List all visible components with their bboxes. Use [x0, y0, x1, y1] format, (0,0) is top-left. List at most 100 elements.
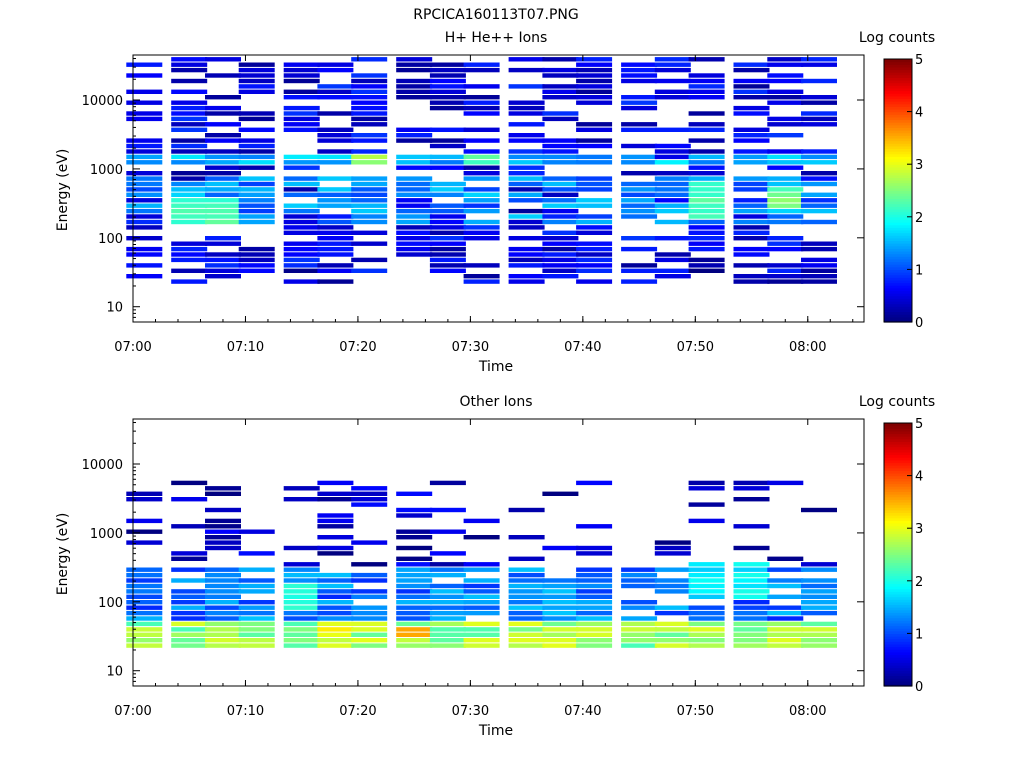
heatmap-cell [126, 491, 163, 496]
heatmap-cell [733, 230, 770, 235]
colorbar-segment [884, 174, 912, 178]
heatmap-cell [317, 241, 354, 246]
heatmap-cell [542, 589, 579, 594]
heatmap-cell [283, 73, 320, 78]
heatmap-cell [171, 192, 208, 197]
heatmap-cell [733, 605, 770, 610]
heatmap-cell [205, 507, 241, 513]
heatmap-cell [283, 67, 320, 73]
heatmap-cell [621, 268, 658, 273]
heatmap-cell [463, 127, 500, 132]
heatmap-cell [317, 133, 354, 138]
heatmap-cell [171, 638, 208, 643]
heatmap-cell [396, 57, 433, 62]
heatmap-cell [733, 105, 770, 111]
colorbar-segment [884, 314, 912, 318]
heatmap-cell [205, 122, 241, 127]
colorbar-segment [884, 675, 912, 679]
heatmap-cell [688, 95, 725, 100]
heatmap-cell [429, 95, 466, 100]
heatmap-cell [733, 616, 770, 621]
heatmap-cell [767, 567, 804, 572]
heatmap-cell [688, 263, 725, 268]
colorbar-segment [884, 454, 912, 458]
colorbar-segment [884, 667, 912, 671]
colorbar-segment [884, 274, 912, 278]
heatmap-cell [767, 605, 804, 610]
heatmap-cell [205, 638, 241, 643]
heatmap-cell [654, 551, 691, 556]
colorbar-segment [884, 557, 912, 561]
heatmap-cell [317, 605, 354, 610]
heatmap-cell [733, 219, 770, 225]
heatmap-cell [317, 203, 354, 208]
heatmap-cell [238, 252, 275, 257]
heatmap-cell [238, 589, 275, 594]
heatmap-cell [542, 616, 579, 621]
heatmap-cell [429, 187, 466, 192]
colorbar-segment [884, 193, 912, 197]
colorbar-segment [884, 486, 912, 490]
heatmap-cell [238, 89, 275, 94]
heatmap-cell [171, 610, 208, 616]
heatmap-cell [317, 497, 354, 502]
heatmap-cell [171, 257, 208, 263]
colorbar-segment [884, 298, 912, 302]
heatmap-cell [688, 171, 725, 176]
heatmap-cell [429, 89, 466, 94]
colorbar-segment [884, 59, 912, 63]
heatmap-cell [351, 116, 388, 122]
colorbar-segment [884, 423, 912, 427]
heatmap-cell [621, 160, 658, 165]
heatmap-cell [508, 246, 545, 252]
heatmap-cell [429, 73, 466, 78]
heatmap-cell [238, 638, 275, 643]
heatmap-cell [126, 181, 163, 187]
heatmap-cell [576, 198, 613, 203]
heatmap-cell [396, 600, 433, 605]
colorbar-segment [884, 316, 912, 320]
heatmap-cell [317, 192, 354, 197]
heatmap-cell [654, 540, 691, 545]
heatmap-cell [767, 133, 804, 138]
heatmap-cell [733, 627, 770, 632]
heatmap-cell [205, 518, 241, 524]
heatmap-cell [688, 562, 725, 567]
heatmap-cell [801, 62, 837, 67]
heatmap-cell [542, 176, 579, 181]
heatmap-cell [621, 105, 658, 111]
colorbar-segment [884, 607, 912, 611]
heatmap-cell [463, 236, 500, 241]
colorbar-segment [884, 654, 912, 658]
heatmap-cell [576, 632, 613, 637]
colorbar-tick-label: 5 [915, 417, 923, 432]
heatmap-cell [801, 241, 837, 246]
heatmap-cell [238, 208, 275, 214]
heatmap-cell [576, 524, 613, 529]
colorbar-segment [884, 114, 912, 118]
heatmap-cell [654, 583, 691, 589]
colorbar-segment [884, 82, 912, 86]
heatmap-cell [654, 62, 691, 67]
y-tick-label: 10000 [82, 94, 123, 109]
heatmap-cell [463, 230, 500, 235]
heatmap-cell [317, 219, 354, 225]
heatmap-cell [801, 600, 837, 605]
panel-top-y-label: Energy (eV) [55, 149, 71, 232]
colorbar-segment [884, 507, 912, 511]
heatmap-cell [317, 583, 354, 589]
heatmap-cell [317, 149, 354, 154]
heatmap-cell [396, 138, 433, 143]
heatmap-cell [688, 208, 725, 214]
heatmap-cell [429, 643, 466, 648]
heatmap-cell [801, 562, 837, 567]
heatmap-cell [351, 100, 388, 105]
heatmap-cell [171, 187, 208, 192]
heatmap-cell [351, 95, 388, 100]
heatmap-cell [351, 605, 388, 610]
colorbar-segment [884, 628, 912, 632]
heatmap-cell [238, 643, 275, 648]
heatmap-cell [317, 480, 354, 486]
heatmap-cell [463, 138, 500, 143]
heatmap-cell [171, 160, 208, 165]
